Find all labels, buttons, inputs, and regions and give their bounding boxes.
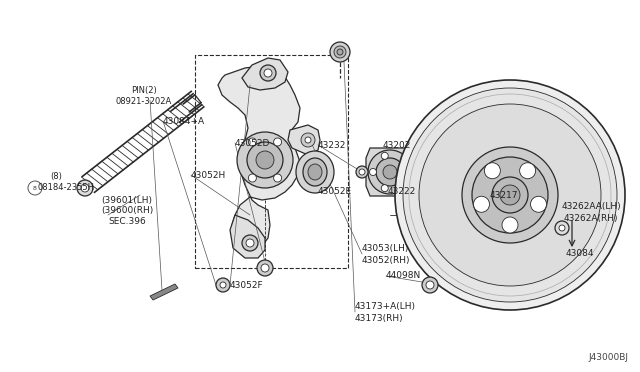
Text: 08184-2355H: 08184-2355H: [37, 183, 94, 192]
Circle shape: [559, 225, 565, 231]
Circle shape: [422, 277, 438, 293]
Text: 43222: 43222: [388, 187, 416, 196]
Circle shape: [381, 185, 388, 192]
Circle shape: [81, 184, 89, 192]
Polygon shape: [242, 58, 288, 90]
Circle shape: [462, 147, 558, 243]
Circle shape: [383, 165, 397, 179]
Text: 08921-3202A: 08921-3202A: [116, 97, 172, 106]
Circle shape: [274, 174, 282, 182]
Circle shape: [237, 132, 293, 188]
Circle shape: [426, 281, 434, 289]
Circle shape: [330, 42, 350, 62]
Polygon shape: [230, 215, 265, 258]
Circle shape: [246, 239, 254, 247]
Ellipse shape: [303, 158, 327, 186]
Ellipse shape: [296, 151, 334, 193]
Circle shape: [474, 196, 490, 212]
Circle shape: [220, 282, 226, 288]
Circle shape: [400, 158, 407, 166]
Circle shape: [531, 196, 547, 212]
Circle shape: [419, 104, 601, 286]
Polygon shape: [288, 125, 320, 155]
Circle shape: [242, 235, 258, 251]
Polygon shape: [218, 65, 300, 250]
Text: 43217: 43217: [490, 190, 518, 199]
Text: 43202: 43202: [383, 141, 412, 150]
Circle shape: [502, 217, 518, 233]
Circle shape: [248, 174, 257, 182]
Text: (39600(RH): (39600(RH): [101, 206, 153, 215]
Text: 43052F: 43052F: [230, 280, 264, 289]
Circle shape: [256, 151, 274, 169]
Text: 43173+A(LH): 43173+A(LH): [355, 302, 416, 311]
Circle shape: [500, 185, 520, 205]
Text: 43262AA(LH): 43262AA(LH): [562, 202, 621, 212]
Text: 8: 8: [33, 186, 37, 190]
Bar: [195, 55, 348, 268]
Circle shape: [484, 163, 500, 179]
Circle shape: [264, 69, 272, 77]
Text: (39601(LH): (39601(LH): [101, 196, 152, 205]
Circle shape: [260, 65, 276, 81]
Circle shape: [247, 142, 283, 178]
Circle shape: [216, 278, 230, 292]
Circle shape: [77, 180, 93, 196]
Circle shape: [376, 158, 404, 186]
Text: (8): (8): [50, 173, 62, 182]
Circle shape: [403, 88, 617, 302]
Text: 43232: 43232: [318, 141, 346, 150]
Circle shape: [305, 137, 311, 143]
Text: 43052H: 43052H: [191, 170, 227, 180]
Polygon shape: [150, 284, 178, 300]
Circle shape: [395, 80, 625, 310]
Circle shape: [368, 150, 412, 194]
Circle shape: [337, 49, 343, 55]
Text: 43173(RH): 43173(RH): [355, 314, 404, 323]
Ellipse shape: [308, 164, 322, 180]
Circle shape: [400, 179, 407, 186]
Text: 43262A(RH): 43262A(RH): [564, 214, 618, 222]
Circle shape: [261, 264, 269, 272]
Circle shape: [274, 138, 282, 146]
Circle shape: [359, 169, 365, 175]
Circle shape: [257, 260, 273, 276]
Text: J43000BJ: J43000BJ: [588, 353, 628, 362]
Circle shape: [472, 157, 548, 233]
Circle shape: [369, 169, 376, 176]
Circle shape: [381, 152, 388, 159]
Circle shape: [334, 46, 346, 58]
Circle shape: [520, 163, 536, 179]
Text: 43084: 43084: [566, 248, 595, 257]
Text: 43052D: 43052D: [235, 138, 270, 148]
Text: 43084+A: 43084+A: [163, 116, 205, 125]
Circle shape: [356, 166, 368, 178]
Circle shape: [248, 138, 257, 146]
Text: 43053(LH): 43053(LH): [362, 244, 410, 253]
Text: 44098N: 44098N: [386, 272, 421, 280]
Circle shape: [301, 133, 315, 147]
Text: SEC.396: SEC.396: [108, 218, 146, 227]
Polygon shape: [366, 148, 416, 196]
Circle shape: [555, 221, 569, 235]
Circle shape: [492, 177, 528, 213]
Text: PIN(2): PIN(2): [131, 87, 157, 96]
Text: 43052(RH): 43052(RH): [362, 256, 410, 264]
Text: 43052E: 43052E: [318, 187, 352, 196]
